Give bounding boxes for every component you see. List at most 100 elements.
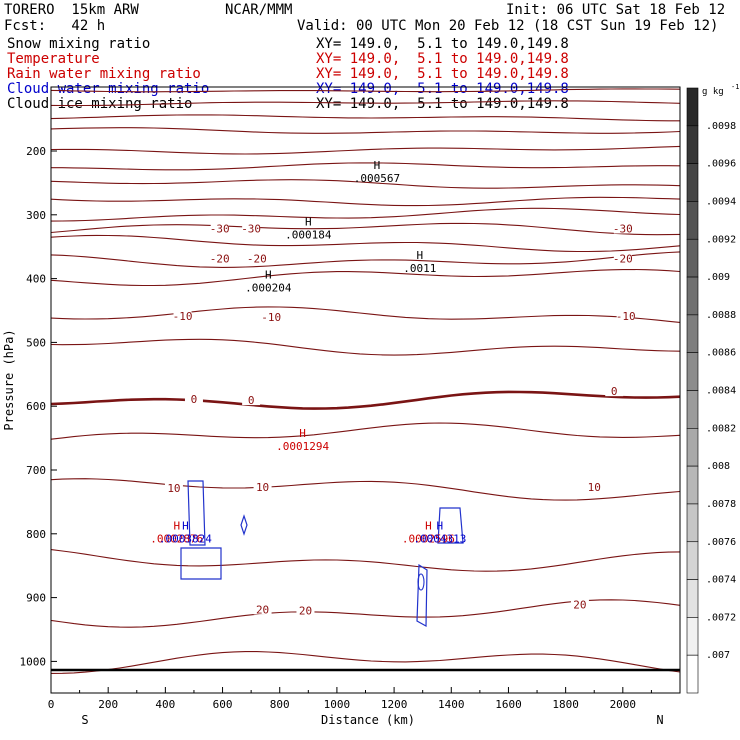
maximum-marker: H (374, 159, 381, 172)
temperature-label: -10 (261, 311, 281, 324)
colorbar-label: .007 (706, 650, 730, 661)
colorbar-segment (686, 87, 699, 127)
legend-field-xy: XY= 149.0, 5.1 to 149.0,149.8 (316, 51, 569, 67)
temperature-label: 0 (191, 393, 198, 406)
temperature-label: 20 (573, 598, 586, 611)
legend-field-xy: XY= 149.0, 5.1 to 149.0,149.8 (316, 96, 569, 112)
x-tick-label: 800 (270, 698, 290, 711)
colorbar-segment (686, 579, 699, 618)
colorbar-label: .0094 (706, 196, 736, 207)
x-tick-label: 200 (98, 698, 118, 711)
temperature-label-bg (247, 252, 266, 264)
temperature-label: 0 (248, 394, 255, 407)
colorbar-label: .009 (706, 272, 730, 283)
temperature-label: 20 (299, 605, 312, 618)
colorbar-segment (686, 465, 699, 505)
colorbar-segment (686, 163, 699, 202)
temperature-contour (51, 162, 680, 171)
maximum-value: .0002876 (150, 532, 203, 545)
maximum-marker: H (437, 519, 444, 532)
colorbar-segment (686, 314, 699, 353)
south-label: S (81, 713, 88, 727)
temperature-label-bg (613, 252, 632, 264)
y-tick-label: 500 (26, 336, 46, 349)
maximum-value: .0003824 (159, 532, 212, 545)
temperature-label: -20 (247, 252, 267, 265)
legend-field-xy: XY= 149.0, 5.1 to 149.0,149.8 (316, 81, 569, 97)
north-label: N (656, 713, 663, 727)
y-tick-label: 900 (26, 592, 46, 605)
x-axis-label: Distance (km) (321, 713, 415, 727)
maximum-marker: H (173, 519, 180, 532)
y-tick-label: 400 (26, 273, 46, 286)
cloud-water-contour (417, 573, 425, 591)
maximum-value: .000567 (354, 172, 400, 185)
temperature-contour (51, 234, 680, 253)
temperature-label-bg (616, 309, 635, 321)
legend-field-name: Snow mixing ratio (7, 36, 151, 52)
x-tick-label: 1600 (495, 698, 522, 711)
temperature-label-bg (613, 222, 632, 234)
colorbar-segment (686, 201, 699, 240)
temperature-contour (51, 145, 680, 155)
colorbar-label: .0096 (706, 159, 736, 170)
colorbar-segment (686, 654, 699, 694)
maximum-marker: H (299, 427, 306, 440)
y-tick-label: 600 (26, 400, 46, 413)
colorbar-segment (686, 541, 699, 580)
x-tick-label: 600 (213, 698, 233, 711)
cloud-water-contour (416, 563, 428, 628)
x-tick-label: 1800 (552, 698, 579, 711)
cloud-water-contour (187, 480, 206, 546)
temperature-contour (51, 478, 680, 501)
temperature-label: -30 (210, 222, 230, 235)
y-tick-label: 200 (26, 145, 46, 158)
temperature-label-bg (296, 604, 315, 616)
y-axis-label: Pressure (hPa) (2, 329, 16, 430)
temperature-contour (51, 114, 680, 122)
forecast-hour: Fcst: 42 h (4, 18, 106, 34)
legend-field-name: Rain water mixing ratio (7, 66, 201, 82)
x-tick-label: 1000 (324, 698, 351, 711)
temperature-label-bg (253, 480, 272, 492)
temperature-label: 0 (611, 385, 618, 398)
temperature-label: 10 (256, 481, 269, 494)
temperature-label: -30 (613, 222, 633, 235)
x-tick-label: 1200 (381, 698, 408, 711)
colorbar-label: .0098 (706, 121, 736, 132)
temperature-label-bg (253, 603, 272, 615)
legend-field-name: Cloud water mixing ratio (7, 81, 210, 97)
temperature-label: 10 (167, 482, 180, 495)
colorbar-label: .0086 (706, 348, 736, 359)
colorbar-unit-exponent: -1 (731, 83, 739, 91)
colorbar-segment (686, 390, 699, 429)
model-label: TORERO 15km ARW (4, 2, 139, 18)
maximum-marker: H (305, 216, 312, 229)
colorbar-segment (686, 238, 699, 278)
temperature-contour (51, 179, 680, 189)
colorbar-label: .0082 (706, 423, 736, 434)
temperature-contour (51, 251, 680, 268)
contour-layer (51, 88, 680, 674)
maximum-value: .0002596 (402, 532, 455, 545)
temperature-label: 20 (256, 603, 269, 616)
colorbar-segment (686, 428, 699, 467)
temperature-contour (51, 651, 680, 674)
colorbar-label: .008 (706, 461, 730, 472)
maximum-marker: H (265, 269, 272, 282)
temperature-label: -10 (616, 310, 636, 323)
maximum-value: .000184 (285, 229, 332, 242)
y-tick-label: 1000 (20, 655, 47, 668)
temperature-label-bg (184, 392, 203, 404)
y-tick-label: 700 (26, 464, 46, 477)
maximum-marker: H (182, 519, 189, 532)
valid-time: Valid: 00 UTC Mon 20 Feb 12 (18 CST Sun … (297, 18, 719, 34)
temperature-label: -20 (210, 252, 230, 265)
temperature-label-bg (173, 309, 192, 321)
temperature-label-bg (164, 482, 183, 494)
legend-field-name: Temperature (7, 51, 100, 67)
colorbar-label: .0088 (706, 310, 736, 321)
cloud-water-contour (437, 507, 464, 544)
cloud-water-contour (180, 547, 222, 580)
